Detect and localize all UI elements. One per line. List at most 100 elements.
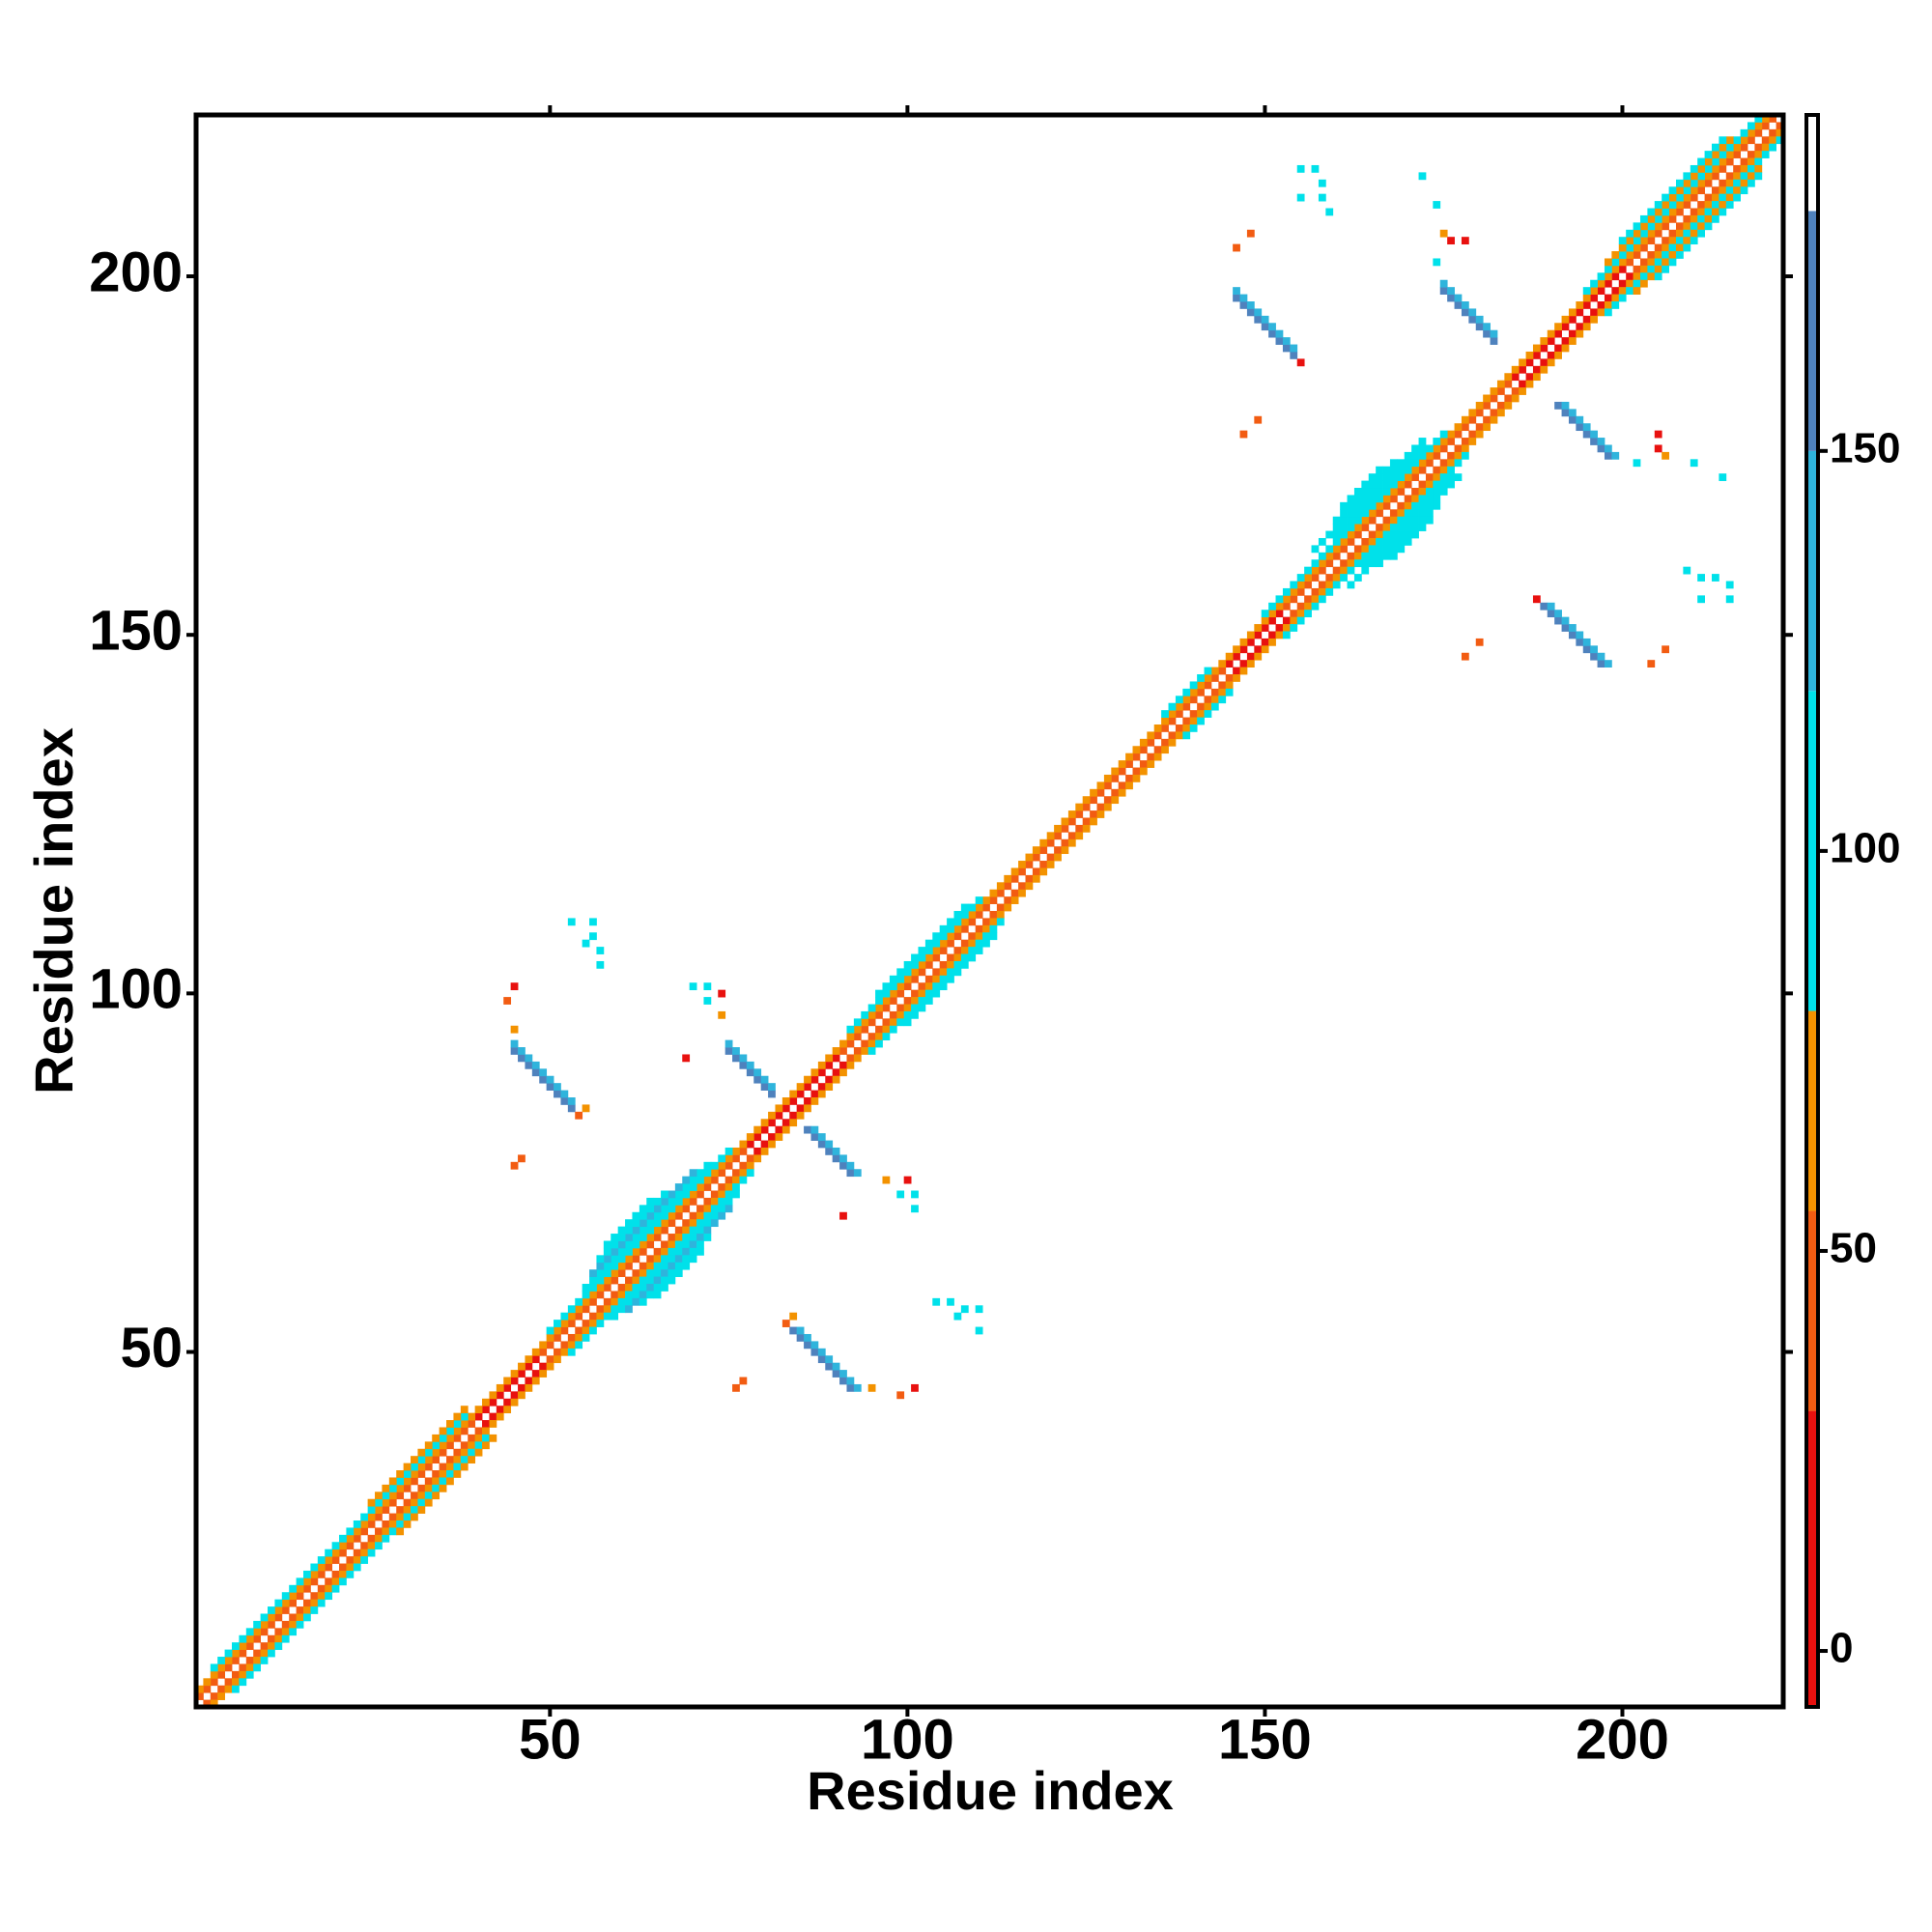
heatmap-cell bbox=[796, 1326, 805, 1335]
heatmap-cell bbox=[625, 1262, 633, 1270]
heatmap-cell bbox=[375, 1527, 383, 1536]
heatmap-cell bbox=[1368, 509, 1377, 518]
heatmap-cell bbox=[703, 1219, 712, 1228]
heatmap-cell bbox=[1511, 387, 1520, 395]
heatmap-cell bbox=[611, 1312, 619, 1321]
heatmap-cell bbox=[996, 911, 1005, 919]
heatmap-cell bbox=[1382, 530, 1391, 539]
heatmap-cell bbox=[253, 1649, 262, 1658]
heatmap-cell bbox=[875, 1025, 883, 1034]
heatmap-cell bbox=[1633, 222, 1641, 231]
heatmap-cell bbox=[682, 1176, 691, 1184]
heatmap-cell bbox=[1067, 810, 1076, 818]
heatmap-cell bbox=[1046, 838, 1055, 847]
heatmap-cell bbox=[939, 947, 948, 954]
heatmap-cell bbox=[1461, 415, 1469, 424]
heatmap-cell bbox=[1382, 516, 1391, 525]
heatmap-cell bbox=[210, 1699, 218, 1708]
heatmap-cell bbox=[1197, 674, 1205, 682]
heatmap-cell bbox=[1425, 459, 1434, 468]
heatmap-cell bbox=[861, 1039, 869, 1048]
heatmap-cell bbox=[789, 1119, 798, 1127]
heatmap-cell bbox=[1690, 229, 1698, 238]
heatmap-cell bbox=[232, 1642, 240, 1651]
heatmap-cell bbox=[1182, 731, 1191, 740]
heatmap-cell bbox=[360, 1520, 369, 1528]
heatmap-cell bbox=[260, 1620, 269, 1629]
heatmap-cell bbox=[953, 968, 962, 977]
heatmap-cell bbox=[1411, 459, 1419, 468]
heatmap-cell bbox=[1697, 214, 1705, 223]
heatmap-cell bbox=[903, 997, 912, 1005]
heatmap-cell bbox=[1118, 781, 1126, 790]
heatmap-cell bbox=[668, 1219, 676, 1228]
heatmap-cell bbox=[1418, 488, 1427, 496]
heatmap-cell bbox=[760, 1140, 769, 1149]
heatmap-cell bbox=[411, 1513, 418, 1521]
heatmap-cell bbox=[245, 1628, 254, 1636]
heatmap-cell bbox=[1347, 552, 1355, 560]
heatmap-cell bbox=[896, 1391, 905, 1400]
heatmap-cell bbox=[1039, 867, 1048, 876]
heatmap-cell bbox=[632, 1240, 640, 1249]
heatmap-cell bbox=[724, 1047, 733, 1055]
plot-frame bbox=[193, 112, 1786, 1710]
heatmap-cell bbox=[804, 1075, 811, 1084]
heatmap-cell bbox=[339, 1570, 347, 1578]
heatmap-cell bbox=[1340, 509, 1348, 518]
heatmap-cell bbox=[903, 1018, 912, 1027]
heatmap-cell bbox=[674, 1197, 683, 1206]
heatmap-cell bbox=[1425, 444, 1434, 453]
heatmap-cell bbox=[1332, 516, 1341, 525]
heatmap-cell bbox=[653, 1205, 662, 1213]
heatmap-cell bbox=[468, 1434, 476, 1442]
heatmap-cell bbox=[703, 1176, 712, 1184]
heatmap-cell bbox=[1404, 516, 1412, 525]
heatmap-cell bbox=[1054, 853, 1062, 862]
heatmap-cell bbox=[1425, 509, 1434, 518]
heatmap-cell bbox=[1103, 796, 1112, 805]
heatmap-cell bbox=[968, 911, 977, 919]
heatmap-cell bbox=[1046, 853, 1055, 862]
heatmap-cell bbox=[603, 1305, 611, 1314]
heatmap-cell bbox=[518, 1054, 526, 1063]
heatmap-cell bbox=[1082, 803, 1091, 811]
heatmap-cell bbox=[1582, 423, 1591, 432]
heatmap-cell bbox=[682, 1262, 691, 1270]
heatmap-cell bbox=[489, 1391, 497, 1400]
heatmap-cell bbox=[1397, 509, 1406, 518]
heatmap-cell bbox=[582, 1333, 590, 1342]
heatmap-cell bbox=[617, 1297, 626, 1306]
heatmap-cell bbox=[1239, 660, 1248, 668]
heatmap-cell bbox=[317, 1592, 326, 1601]
heatmap-cell bbox=[1719, 186, 1727, 195]
heatmap-cell bbox=[889, 1018, 897, 1027]
heatmap-cell bbox=[1210, 667, 1219, 675]
heatmap-cell bbox=[1054, 824, 1062, 833]
heatmap-cell bbox=[1683, 243, 1691, 252]
heatmap-cell bbox=[1103, 774, 1112, 782]
heatmap-cell bbox=[310, 1577, 319, 1586]
heatmap-cell bbox=[289, 1592, 298, 1601]
heatmap-cell bbox=[1032, 867, 1040, 876]
heatmap-cell bbox=[531, 1061, 540, 1069]
heatmap-cell bbox=[1454, 451, 1463, 460]
heatmap-cell bbox=[1218, 688, 1227, 696]
heatmap-cell bbox=[375, 1506, 383, 1514]
heatmap-cell bbox=[482, 1406, 490, 1414]
heatmap-cell bbox=[768, 1083, 776, 1091]
heatmap-cell bbox=[1204, 667, 1212, 675]
heatmap-cell bbox=[724, 1176, 733, 1184]
heatmap-cell bbox=[617, 1234, 626, 1241]
heatmap-cell bbox=[575, 1341, 583, 1350]
heatmap-cell bbox=[560, 1312, 569, 1321]
heatmap-cell bbox=[1139, 760, 1148, 768]
heatmap-cell bbox=[531, 1377, 540, 1385]
heatmap-cell bbox=[1254, 308, 1263, 317]
heatmap-cell bbox=[1197, 688, 1205, 696]
heatmap-cell bbox=[596, 1262, 605, 1270]
heatmap-cell bbox=[1361, 566, 1370, 575]
heatmap-cell bbox=[710, 1197, 719, 1206]
heatmap-cell bbox=[1633, 243, 1641, 252]
heatmap-cell bbox=[388, 1492, 397, 1500]
